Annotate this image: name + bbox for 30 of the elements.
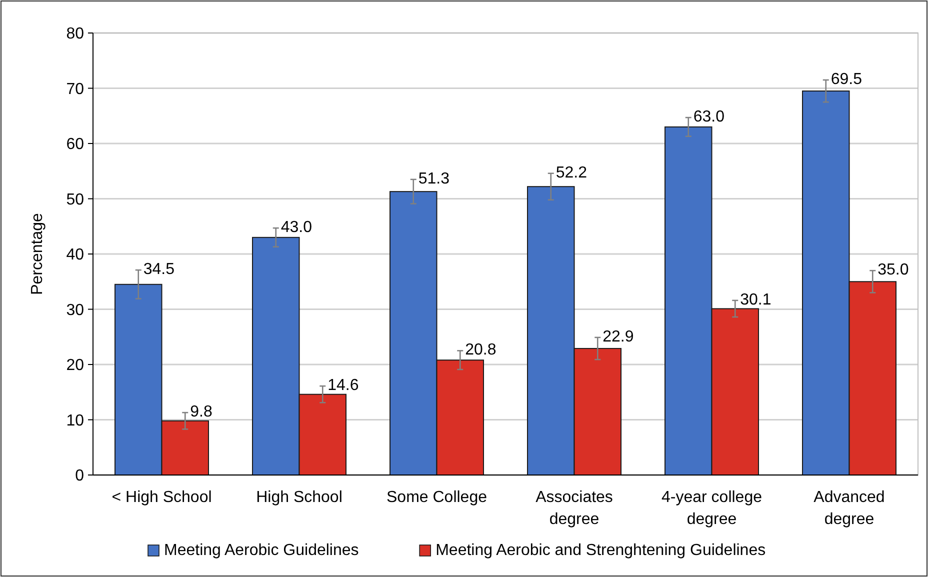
data-label: 63.0: [693, 108, 725, 126]
data-label: 30.1: [740, 291, 772, 308]
x-tick-label: < High School: [112, 489, 212, 506]
y-tick-label: 50: [66, 191, 84, 208]
data-label: 51.3: [418, 170, 450, 188]
x-tick-label: High School: [256, 489, 342, 506]
data-label: 43.0: [280, 219, 312, 236]
legend-label: Meeting Aerobic and Strenghtening Guidelines: [436, 542, 766, 559]
x-tick-label: Advanced degree: [814, 489, 885, 528]
y-axis-title: Percentage: [29, 212, 46, 295]
data-label: 14.6: [328, 377, 359, 394]
data-label: 35.0: [878, 262, 909, 279]
y-tick-label: 0: [75, 468, 84, 485]
data-label: 20.8: [465, 342, 496, 359]
y-tick-label: 60: [66, 136, 84, 154]
y-tick-label: 40: [66, 246, 84, 264]
y-tick-label: 70: [66, 80, 84, 98]
data-label: 9.8: [190, 404, 212, 421]
y-tick-label: 30: [66, 302, 84, 319]
x-tick-label: 4-year college degree: [662, 489, 762, 528]
legend-label: Meeting Aerobic Guidelines: [164, 542, 359, 559]
data-label: 34.5: [143, 261, 175, 278]
x-tick-label: Associates degree: [536, 489, 613, 528]
y-tick-label: 20: [66, 357, 84, 374]
data-label: 69.5: [830, 70, 862, 88]
y-tick-label: 80: [66, 26, 84, 43]
data-label: 22.9: [602, 328, 634, 346]
x-tick-label: Some College: [386, 489, 488, 506]
y-tick-label: 10: [66, 412, 84, 430]
data-label: 52.2: [556, 164, 588, 182]
